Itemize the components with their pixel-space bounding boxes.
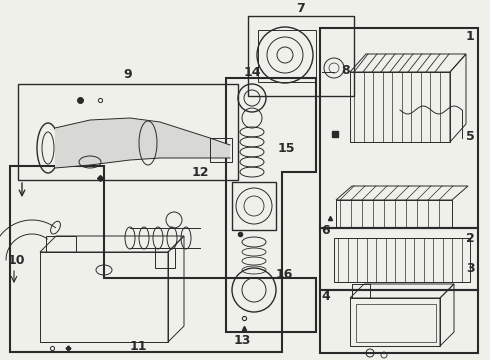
Bar xyxy=(210,138,232,162)
Bar xyxy=(232,182,276,230)
Text: 16: 16 xyxy=(275,267,293,280)
Bar xyxy=(350,72,450,142)
Text: 6: 6 xyxy=(322,224,330,237)
Bar xyxy=(334,238,470,282)
Bar xyxy=(356,304,436,342)
Bar xyxy=(18,84,238,180)
Text: 4: 4 xyxy=(321,289,330,302)
Bar xyxy=(258,30,316,82)
Text: 13: 13 xyxy=(233,333,251,346)
Text: 7: 7 xyxy=(295,1,304,14)
Bar xyxy=(350,298,440,346)
Text: 2: 2 xyxy=(466,231,474,244)
Text: 12: 12 xyxy=(191,166,209,179)
Bar xyxy=(320,290,478,353)
Bar xyxy=(40,252,168,342)
Text: 10: 10 xyxy=(7,253,25,266)
Text: 15: 15 xyxy=(277,141,295,154)
Text: 1: 1 xyxy=(466,30,474,42)
Text: 5: 5 xyxy=(466,130,474,143)
Text: 3: 3 xyxy=(466,261,474,274)
Bar xyxy=(320,28,478,228)
Bar xyxy=(155,248,175,268)
Bar xyxy=(248,16,354,96)
Polygon shape xyxy=(55,118,230,168)
Text: 11: 11 xyxy=(129,339,147,352)
Text: 9: 9 xyxy=(123,68,132,81)
Text: 8: 8 xyxy=(342,63,350,77)
Text: 14: 14 xyxy=(243,66,261,78)
Bar xyxy=(46,236,76,252)
Bar xyxy=(320,228,478,290)
Bar xyxy=(352,284,370,298)
Bar xyxy=(336,200,452,228)
